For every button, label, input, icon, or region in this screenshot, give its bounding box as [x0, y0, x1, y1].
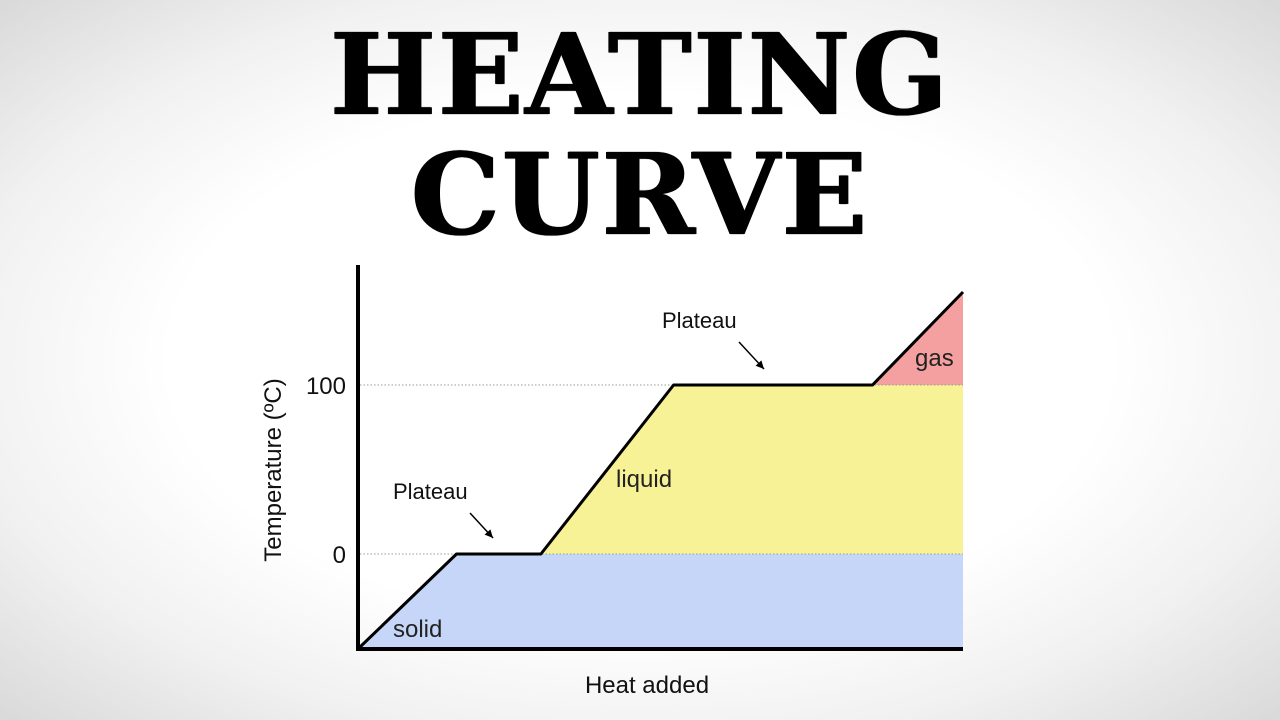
- y-axis-label: Temperature (ºC): [260, 378, 287, 561]
- x-axis-label: Heat added: [585, 672, 709, 699]
- title-line-1: HEATING: [330, 10, 950, 141]
- y-tick-label: 100: [306, 373, 346, 400]
- heating-curve-line: [358, 290, 965, 649]
- region-gas: [360, 292, 963, 385]
- regions-layer: [360, 292, 963, 647]
- plateau-annotation: Plateau: [393, 479, 468, 504]
- region-label-solid: solid: [393, 616, 442, 643]
- guides-layer: [360, 384, 963, 555]
- labels-layer: Heat added Temperature (ºC): [260, 378, 709, 699]
- region-label-liquid: liquid: [616, 466, 672, 493]
- axes-layer: [356, 265, 963, 651]
- plateau-arrow-head: [484, 529, 493, 538]
- region-label-gas: gas: [915, 345, 954, 372]
- annotations-layer: solid liquid gas Plateau Plateau: [393, 308, 954, 643]
- curve-layer: [358, 290, 965, 649]
- region-solid: [360, 554, 963, 647]
- plateau-arrow-head: [755, 360, 764, 369]
- region-liquid: [360, 384, 963, 555]
- title-line-2: CURVE: [410, 130, 870, 261]
- plateau-annotation: Plateau: [662, 308, 737, 333]
- ticks-layer: 0 100: [306, 373, 346, 569]
- y-tick-label: 0: [333, 542, 346, 569]
